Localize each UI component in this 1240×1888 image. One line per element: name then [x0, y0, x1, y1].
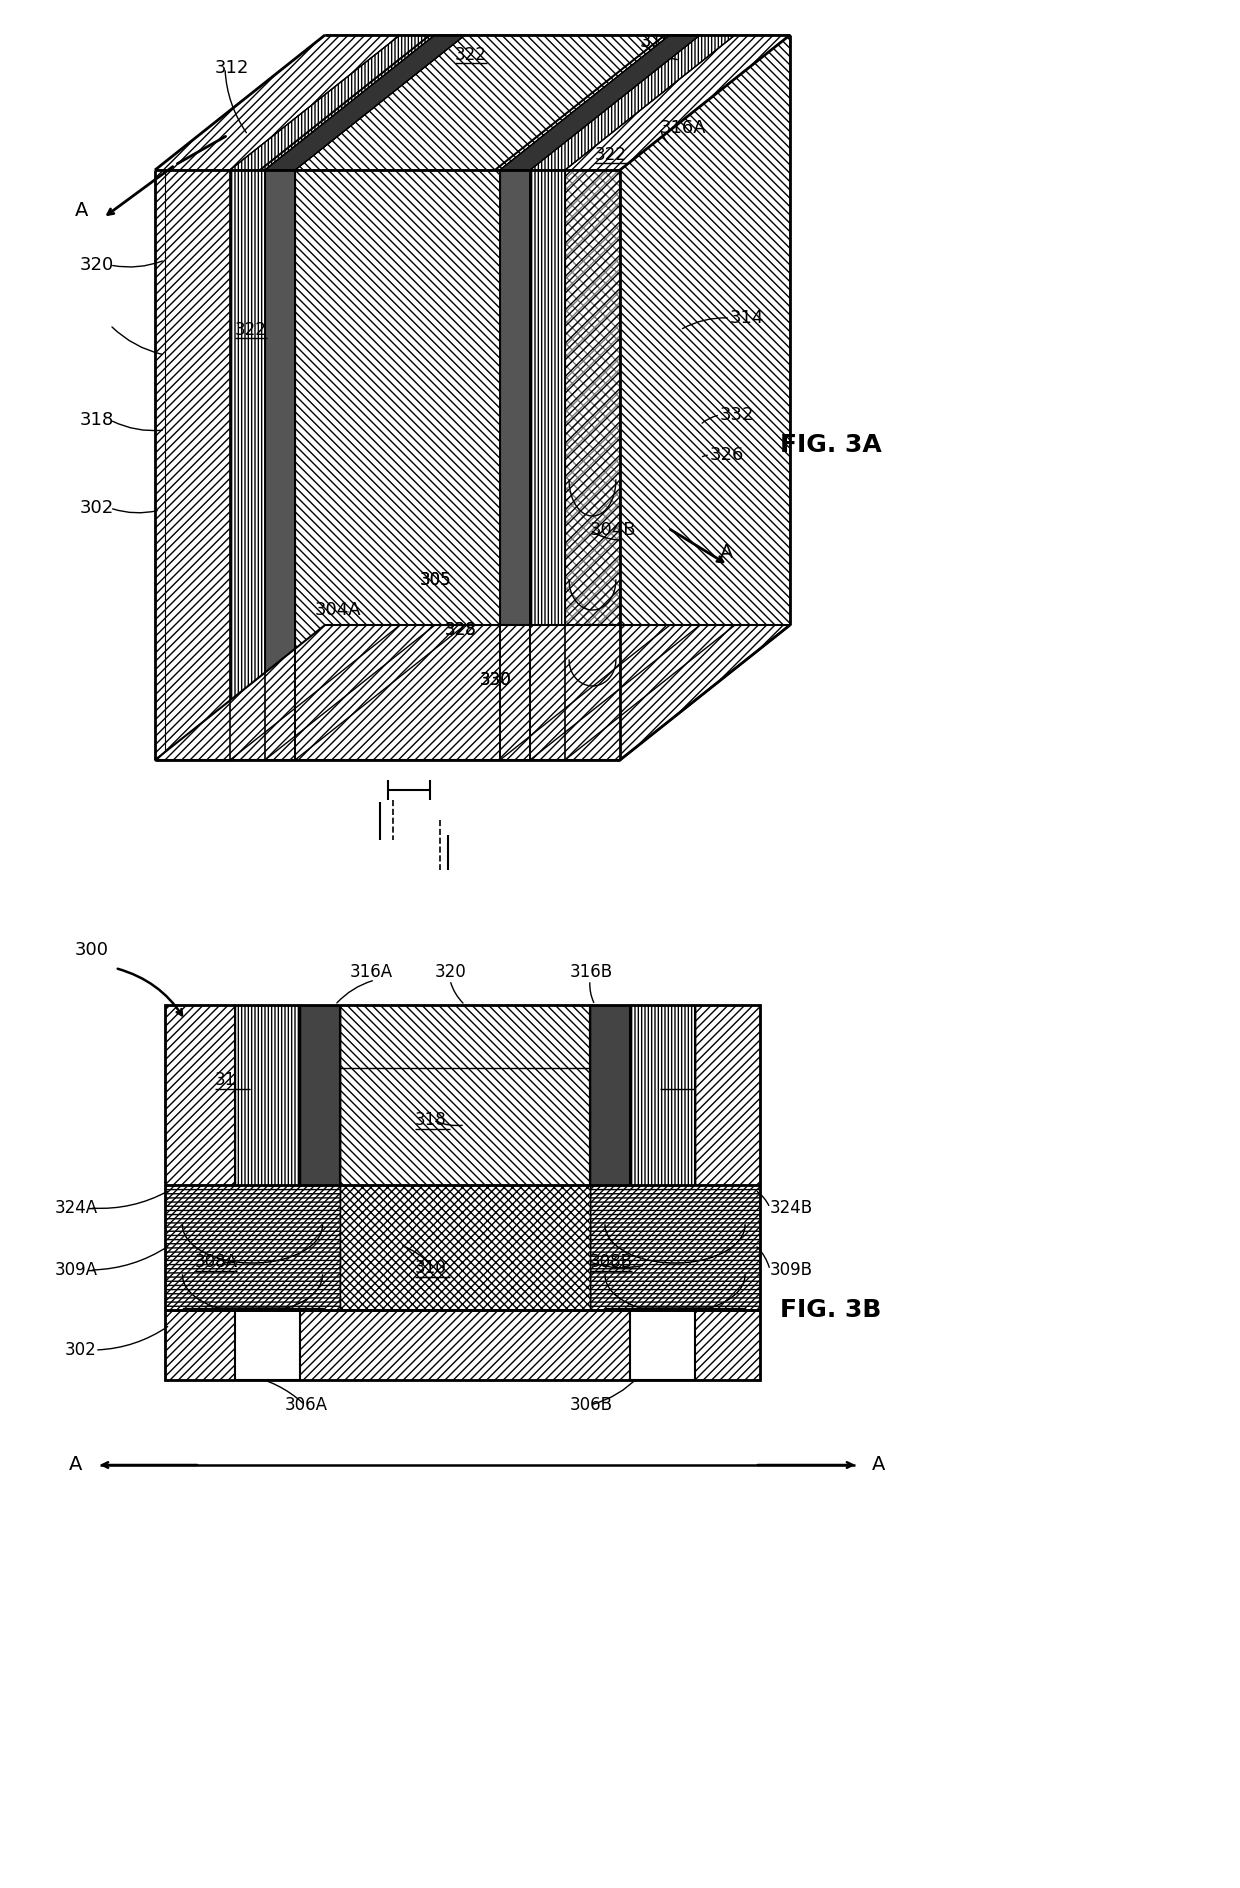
Text: 324A: 324A — [55, 1199, 98, 1218]
Text: 306B: 306B — [570, 1395, 613, 1414]
Bar — [236, 1004, 300, 1186]
Bar — [590, 1004, 630, 1186]
Polygon shape — [500, 36, 701, 170]
Text: 310: 310 — [415, 1259, 446, 1276]
Text: A: A — [872, 1456, 885, 1475]
Bar — [590, 1186, 760, 1310]
Text: 332: 332 — [720, 406, 754, 425]
Bar — [165, 1004, 236, 1186]
Polygon shape — [295, 170, 500, 761]
Text: 328: 328 — [445, 621, 476, 638]
Bar — [590, 1186, 760, 1310]
Text: 305: 305 — [420, 570, 451, 589]
Polygon shape — [565, 170, 620, 761]
Text: 326: 326 — [711, 446, 744, 464]
Polygon shape — [155, 36, 401, 170]
Text: 316B: 316B — [570, 963, 613, 982]
Polygon shape — [265, 36, 465, 170]
Text: 318: 318 — [415, 1110, 446, 1129]
Bar — [300, 1004, 340, 1186]
Text: 314: 314 — [730, 310, 764, 327]
Bar — [165, 1186, 340, 1310]
Text: 330: 330 — [480, 670, 512, 689]
Polygon shape — [620, 36, 790, 761]
Polygon shape — [155, 170, 620, 761]
Text: 304B: 304B — [590, 521, 636, 538]
Bar — [165, 1310, 760, 1380]
Text: 322: 322 — [455, 45, 487, 64]
Text: A: A — [68, 1456, 82, 1475]
Bar — [165, 1004, 760, 1380]
Text: 314: 314 — [660, 1070, 692, 1089]
Polygon shape — [155, 625, 790, 761]
Text: 324B: 324B — [770, 1199, 813, 1218]
Text: 309B: 309B — [770, 1261, 813, 1278]
Polygon shape — [265, 36, 465, 170]
Text: 306A: 306A — [285, 1395, 329, 1414]
Text: 308A: 308A — [195, 1254, 238, 1271]
Text: 322: 322 — [236, 321, 267, 340]
Polygon shape — [500, 36, 701, 170]
Text: 320: 320 — [81, 257, 114, 274]
Text: 309A: 309A — [55, 1261, 98, 1278]
Text: 316B: 316B — [640, 32, 687, 51]
Text: FIG. 3A: FIG. 3A — [780, 432, 882, 457]
Bar — [694, 1004, 760, 1186]
Text: 322: 322 — [595, 145, 627, 164]
Text: 318: 318 — [81, 412, 114, 429]
Text: 316A: 316A — [660, 119, 707, 138]
Bar — [630, 1310, 694, 1380]
Text: A: A — [720, 544, 733, 563]
Polygon shape — [229, 170, 265, 761]
Text: 328: 328 — [445, 621, 476, 638]
Text: 302: 302 — [81, 498, 114, 517]
Polygon shape — [620, 36, 790, 761]
Text: 300: 300 — [74, 940, 109, 959]
Polygon shape — [565, 36, 790, 170]
Text: 316A: 316A — [350, 963, 393, 982]
Text: 308B: 308B — [590, 1254, 632, 1271]
Text: 312: 312 — [215, 1070, 247, 1089]
Polygon shape — [500, 170, 529, 761]
Polygon shape — [265, 170, 295, 761]
Polygon shape — [155, 170, 165, 761]
Bar — [340, 1004, 590, 1186]
Bar — [236, 1310, 300, 1380]
Polygon shape — [529, 36, 735, 170]
Polygon shape — [155, 36, 790, 170]
Polygon shape — [229, 36, 435, 170]
Text: A: A — [74, 200, 88, 219]
Polygon shape — [295, 36, 670, 170]
Bar — [165, 1186, 340, 1310]
Text: 302: 302 — [64, 1340, 97, 1359]
Text: 304A: 304A — [315, 600, 362, 619]
Text: 330: 330 — [480, 670, 512, 689]
Bar — [340, 1186, 590, 1310]
Text: 320: 320 — [435, 963, 466, 982]
Text: 305: 305 — [420, 570, 451, 589]
Text: FIG. 3B: FIG. 3B — [780, 1299, 882, 1322]
Polygon shape — [529, 170, 565, 761]
Text: 312: 312 — [215, 59, 249, 77]
Polygon shape — [155, 170, 229, 761]
Bar — [630, 1004, 694, 1186]
